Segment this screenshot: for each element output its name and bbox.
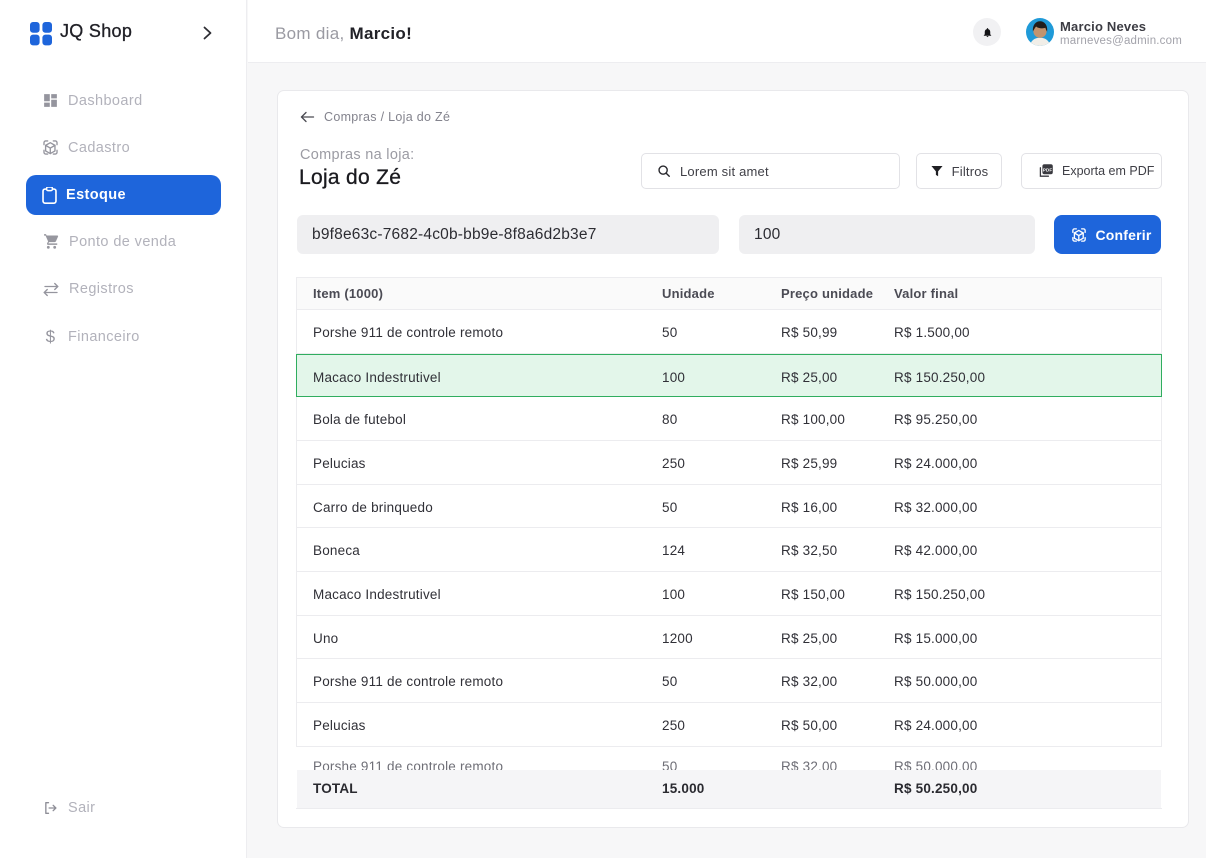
svg-text:PDF: PDF (1043, 167, 1053, 172)
